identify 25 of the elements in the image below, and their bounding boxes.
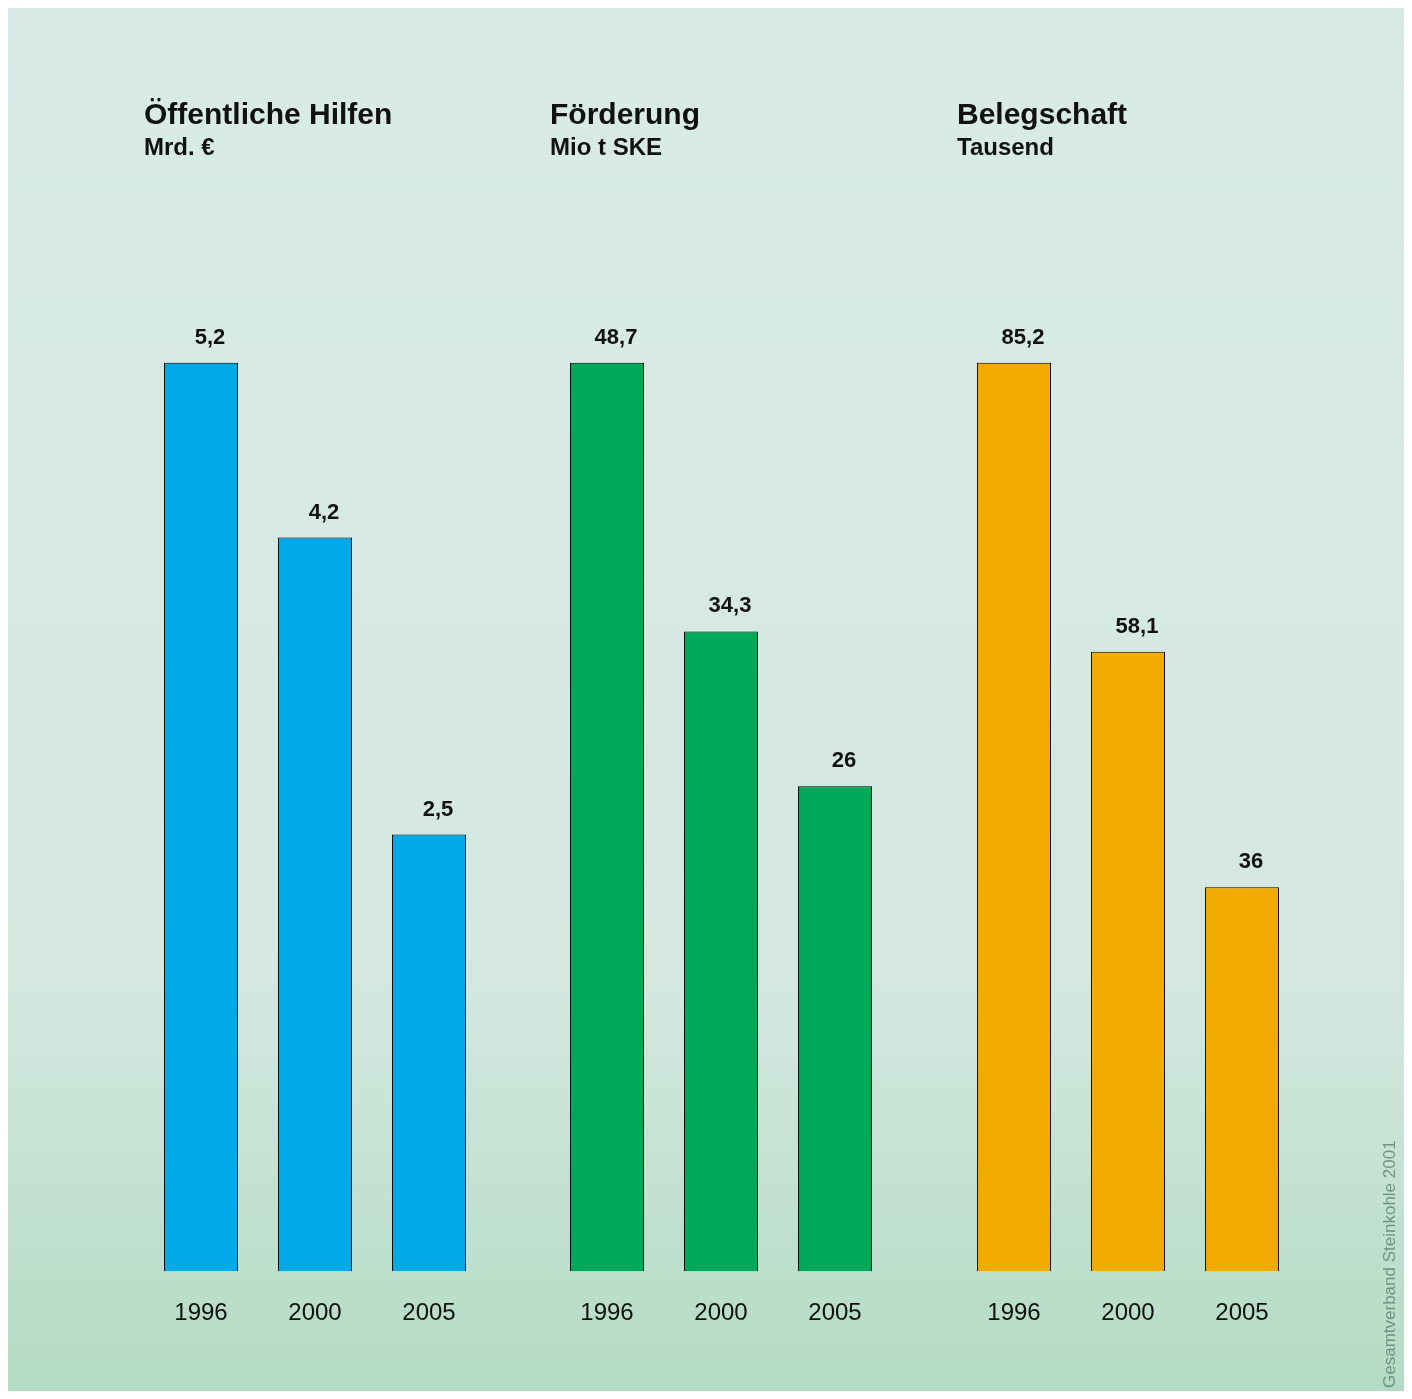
data-label: 4,2 (308, 498, 340, 524)
data-label: 2,5 (422, 795, 454, 821)
x-tick-label: 2000 (1101, 1298, 1155, 1326)
x-tick-label: 2005 (808, 1298, 862, 1326)
x-tick-label: 2000 (694, 1298, 748, 1326)
data-label: 85,2 (1001, 323, 1045, 349)
chart-subtitle: Mio t SKE (550, 133, 662, 161)
x-tick-label: 1996 (174, 1298, 228, 1326)
data-label: 5,2 (194, 323, 226, 349)
data-label: 34,3 (708, 592, 752, 618)
text: Gesamtverband Steinkohle 2001 (1380, 1140, 1400, 1388)
x-tick-label: 1996 (580, 1298, 634, 1326)
data-label: 58,1 (1115, 612, 1159, 638)
data-label: 36 (1238, 848, 1264, 874)
x-tick-label: 2005 (402, 1298, 456, 1326)
x-tick-label: 2000 (288, 1298, 342, 1326)
data-label: 26 (831, 747, 857, 773)
chart-title: Belegschaft (957, 97, 1128, 131)
data-label: 48,7 (594, 323, 638, 349)
chart-title: Förderung (550, 97, 700, 131)
chart-subtitle: Tausend (957, 133, 1054, 161)
chart-subtitle: Mrd. € (144, 133, 215, 161)
x-tick-label: 1996 (987, 1298, 1041, 1326)
x-tick-label: 2005 (1215, 1298, 1269, 1326)
chart-title: Öffentliche Hilfen (144, 97, 393, 131)
